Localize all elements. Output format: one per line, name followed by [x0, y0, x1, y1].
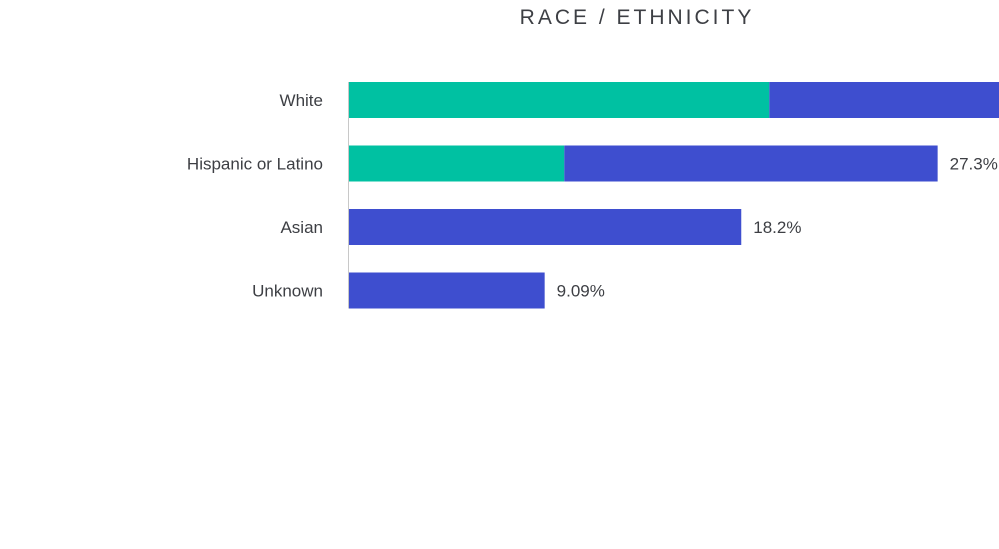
category-label-white: White — [280, 91, 323, 110]
bar-hispanic-or-latino-segment-1 — [348, 145, 565, 182]
chart-title: RACE / ETHNICITY — [519, 6, 755, 29]
bar-asian-segment-2 — [348, 209, 742, 245]
value-label-unknown: 9.09% — [557, 282, 605, 301]
value-label-hispanic-or-latino: 27.3% — [950, 155, 998, 174]
category-label-unknown: Unknown — [252, 282, 323, 301]
bar-hispanic-or-latino-segment-2 — [564, 145, 938, 182]
category-label-hispanic-or-latino: Hispanic or Latino — [187, 155, 323, 174]
value-label-asian: 18.2% — [753, 218, 801, 237]
bar-unknown-segment-2 — [348, 272, 545, 309]
category-label-asian: Asian — [280, 218, 323, 237]
bar-white-segment-1 — [348, 82, 770, 118]
bar-white-segment-2 — [769, 82, 999, 118]
